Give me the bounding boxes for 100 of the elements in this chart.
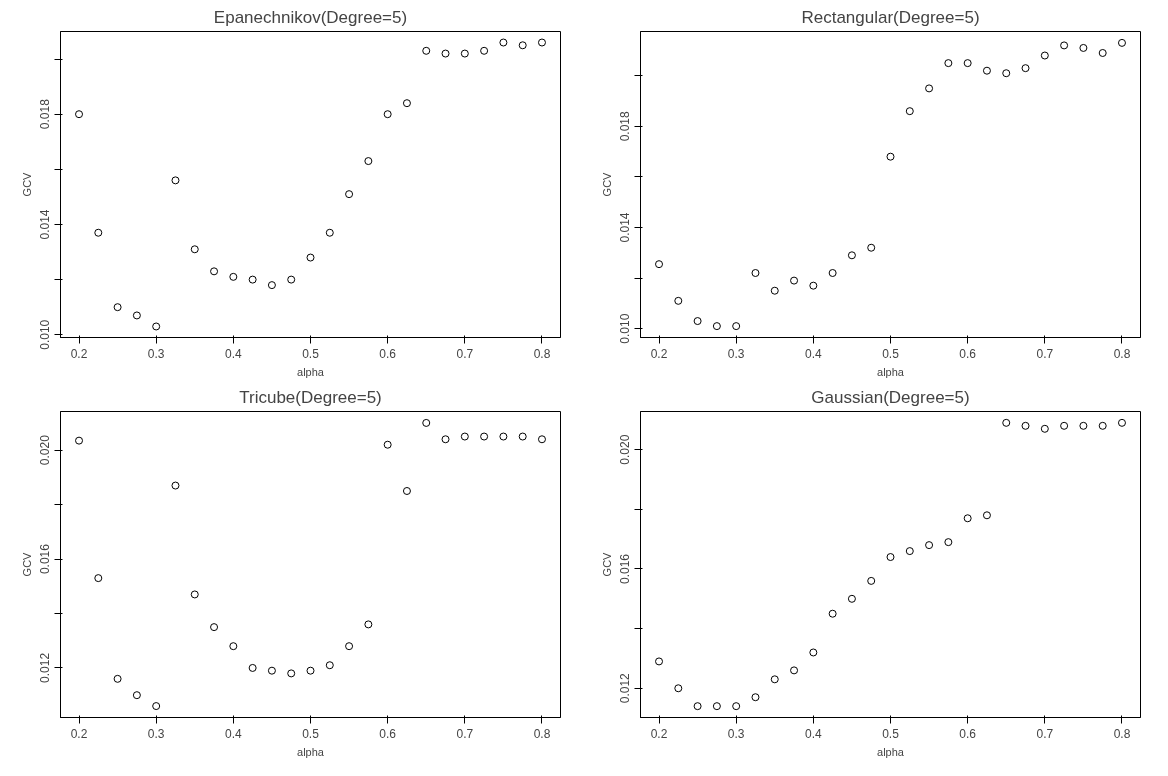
point: [809, 281, 818, 290]
x-axis-title: alpha: [877, 365, 905, 378]
point: [132, 311, 141, 320]
point: [383, 440, 392, 449]
point: [287, 275, 296, 284]
point: [886, 553, 895, 562]
point: [1040, 424, 1049, 433]
point: [655, 260, 664, 269]
x-tick-label: 0.6: [959, 726, 977, 741]
point: [402, 487, 411, 495]
x-tick-label: 0.7: [1036, 726, 1054, 741]
y-tick-label: 0.020: [618, 434, 633, 465]
point: [306, 666, 315, 675]
point: [364, 157, 373, 166]
x-tick-label: 0.4: [225, 726, 243, 741]
x-tick-label: 0.6: [379, 346, 397, 361]
point: [345, 190, 354, 199]
point: [94, 228, 103, 237]
point: [460, 49, 469, 58]
point: [1060, 41, 1069, 50]
point: [674, 296, 683, 305]
x-tick-label: 0.5: [302, 346, 320, 361]
point: [693, 317, 702, 326]
point: [944, 538, 953, 547]
x-tick-label: 0.6: [379, 726, 397, 741]
point: [248, 663, 257, 672]
point: [441, 49, 450, 58]
point: [518, 432, 527, 441]
point: [190, 245, 199, 254]
x-tick-label: 0.7: [1036, 346, 1054, 361]
y-tick-label: 0.010: [38, 319, 53, 350]
y-tick-label: 0.012: [38, 652, 53, 683]
point: [732, 322, 741, 331]
point: [152, 702, 161, 711]
point: [1117, 38, 1126, 47]
chart-title: Epanechnikov(Degree=5): [213, 7, 408, 27]
point: [1021, 421, 1030, 430]
point: [1098, 421, 1107, 430]
point: [229, 642, 238, 651]
y-axis-title: GCV: [600, 551, 613, 577]
point: [460, 432, 469, 441]
point: [287, 669, 296, 678]
x-tick-label: 0.8: [1113, 346, 1131, 361]
point: [210, 623, 219, 632]
x-tick-label: 0.7: [456, 346, 474, 361]
x-tick-label: 0.2: [650, 726, 668, 741]
x-axis-title: alpha: [877, 745, 905, 758]
point: [1079, 421, 1088, 430]
point: [867, 576, 876, 585]
point: [537, 38, 546, 47]
y-tick-label: 0.020: [38, 434, 53, 466]
point: [94, 574, 103, 583]
point: [248, 275, 257, 284]
point: [944, 59, 953, 68]
point: [402, 99, 411, 108]
point: [712, 702, 721, 711]
x-tick-label: 0.2: [650, 346, 668, 361]
point: [1040, 51, 1049, 60]
point: [1098, 49, 1107, 57]
x-tick-label: 0.8: [533, 726, 551, 741]
point: [325, 228, 334, 237]
x-tick-label: 0.2: [70, 346, 88, 361]
x-axis-title: alpha: [297, 365, 325, 378]
x-tick-label: 0.2: [70, 726, 88, 741]
point: [1002, 69, 1011, 78]
x-tick-label: 0.5: [882, 726, 900, 741]
point: [693, 702, 702, 711]
y-tick-label: 0.012: [618, 672, 633, 704]
point: [480, 432, 489, 441]
x-tick-label: 0.4: [805, 726, 823, 741]
point: [674, 684, 683, 693]
point: [828, 609, 837, 618]
y-axis-title: GCV: [20, 551, 33, 577]
point: [809, 648, 818, 657]
x-tick-label: 0.4: [805, 346, 823, 361]
x-tick-label: 0.8: [533, 346, 551, 361]
y-tick-label: 0.018: [618, 110, 633, 142]
point: [113, 303, 122, 312]
y-axis-title: GCV: [600, 171, 613, 197]
x-tick-label: 0.3: [727, 346, 745, 361]
point: [982, 66, 991, 75]
point: [325, 661, 334, 670]
x-tick-label: 0.5: [882, 346, 900, 361]
x-tick-label: 0.3: [147, 726, 165, 741]
x-tick-label: 0.3: [727, 726, 745, 741]
point: [499, 432, 508, 441]
chart-title: Tricube(Degree=5): [239, 387, 382, 407]
y-axis-title: GCV: [20, 171, 33, 197]
point: [828, 269, 837, 278]
chart-title: Rectangular(Degree=5): [801, 7, 980, 27]
point: [751, 693, 760, 702]
point: [712, 322, 721, 331]
point: [422, 46, 431, 55]
point: [364, 620, 373, 629]
point: [441, 435, 450, 444]
point: [847, 594, 856, 603]
point: [537, 435, 546, 444]
x-tick-label: 0.6: [959, 346, 977, 361]
point: [905, 107, 914, 116]
point: [499, 38, 508, 47]
